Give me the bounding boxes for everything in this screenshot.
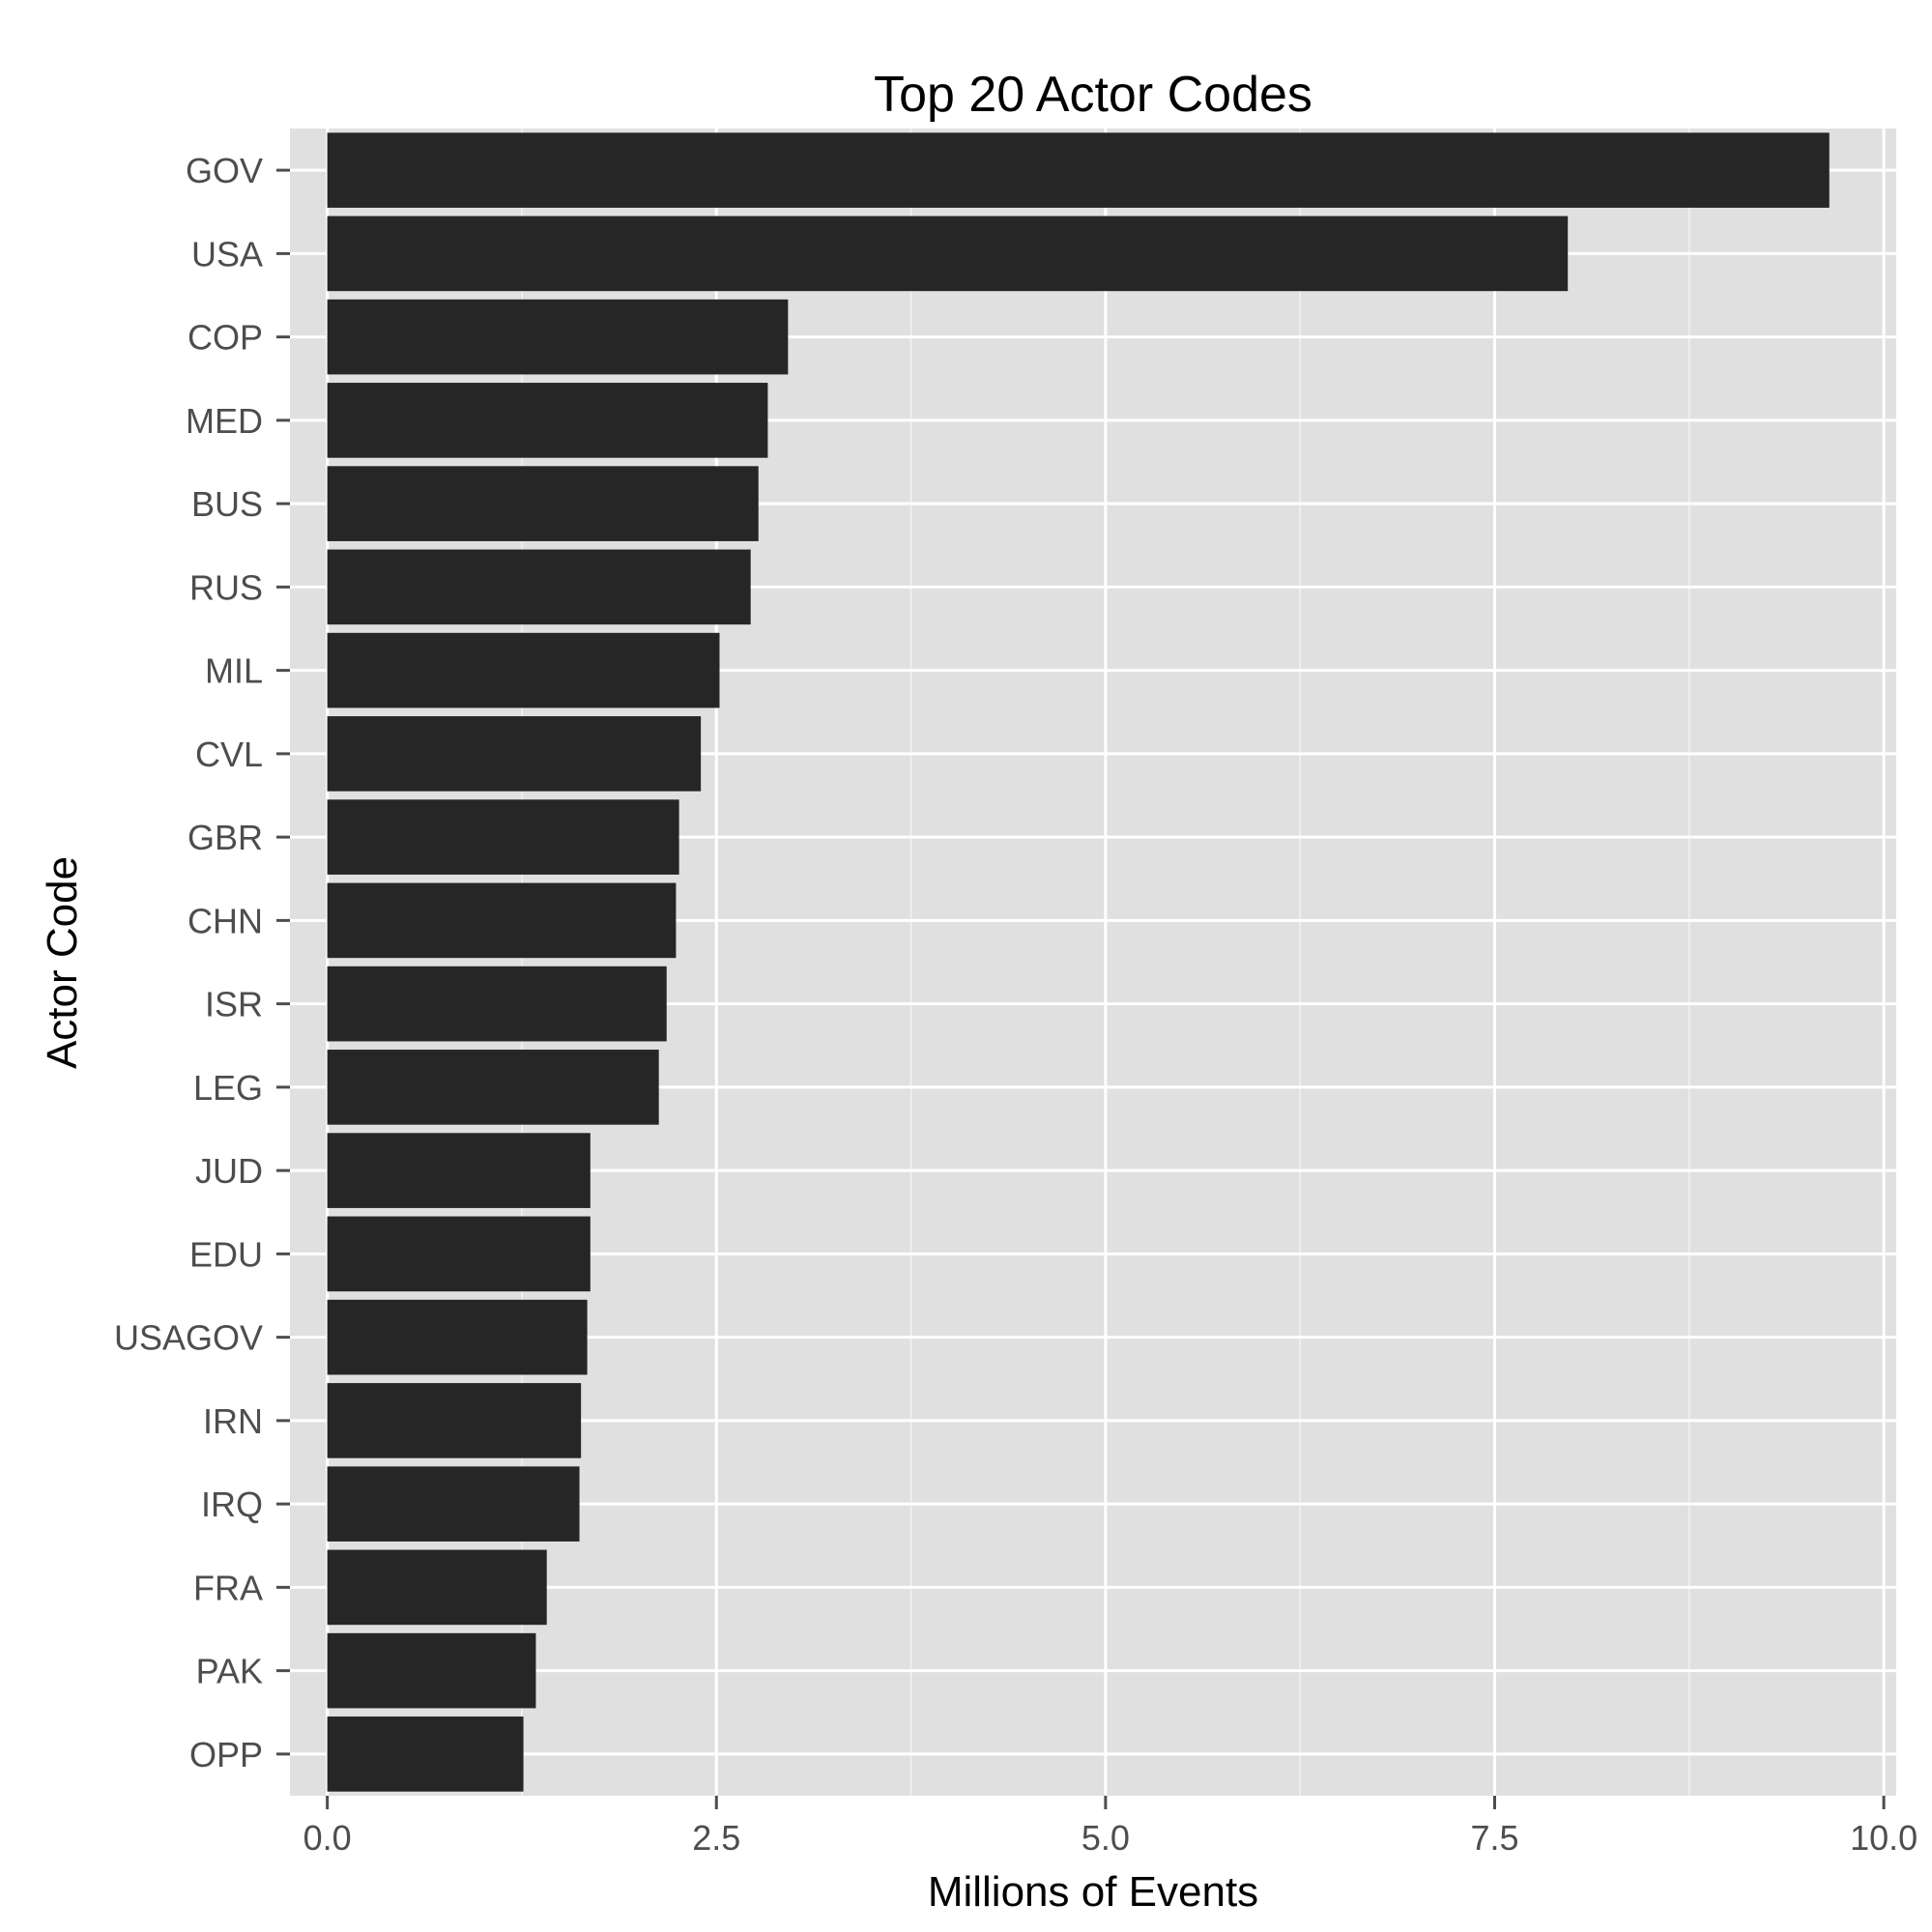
y-tick-label: IRQ xyxy=(201,1485,263,1524)
x-axis-ticks: 0.0 2.5 5.0 7.5 10.0 xyxy=(303,1796,1918,1858)
bar-cop xyxy=(327,299,789,375)
bar-chn xyxy=(327,882,677,959)
chart-title: Top 20 Actor Codes xyxy=(874,67,1312,123)
x-axis-title: Millions of Events xyxy=(928,1868,1258,1916)
y-tick-label: MED xyxy=(186,401,263,441)
y-tick-label: COP xyxy=(187,318,263,358)
y-tick-label: OPP xyxy=(189,1735,263,1774)
bar-irn xyxy=(327,1383,582,1458)
bars xyxy=(327,132,1830,1792)
bar-isr xyxy=(327,966,667,1042)
bar-fra xyxy=(327,1549,547,1626)
panel-background xyxy=(290,129,1896,1796)
bar-bus xyxy=(327,466,759,541)
bar-usagov xyxy=(327,1299,588,1375)
y-tick-label: PAK xyxy=(196,1652,263,1691)
bar-opp xyxy=(327,1716,524,1792)
y-tick-label: RUS xyxy=(189,567,263,607)
bar-irq xyxy=(327,1466,580,1542)
bar-gov xyxy=(327,132,1830,208)
x-tick-label: 5.0 xyxy=(1081,1818,1130,1858)
y-tick-label: ISR xyxy=(205,985,263,1024)
y-tick-label: JUD xyxy=(195,1151,263,1191)
bar-gbr xyxy=(327,799,679,875)
x-tick-label: 2.5 xyxy=(692,1818,740,1858)
x-tick-label: 0.0 xyxy=(303,1818,352,1858)
y-tick-label: LEG xyxy=(193,1068,263,1108)
y-tick-label: FRA xyxy=(193,1568,263,1607)
bar-cvl xyxy=(327,716,702,792)
bar-pak xyxy=(327,1632,536,1709)
bar-med xyxy=(327,383,768,458)
bar-mil xyxy=(327,632,720,708)
y-tick-label: GOV xyxy=(186,151,263,190)
bar-edu xyxy=(327,1216,591,1292)
x-tick-label: 10.0 xyxy=(1850,1818,1918,1858)
bar-usa xyxy=(327,216,1569,292)
y-tick-label: EDU xyxy=(189,1234,263,1274)
y-axis-title: Actor Code xyxy=(39,856,86,1069)
y-tick-label: GBR xyxy=(187,818,263,857)
x-tick-label: 7.5 xyxy=(1470,1818,1518,1858)
y-tick-label: USAGOV xyxy=(114,1318,263,1358)
y-tick-label: USA xyxy=(191,234,263,274)
bar-jud xyxy=(327,1133,591,1208)
bar-leg xyxy=(327,1050,659,1125)
bar-rus xyxy=(327,549,751,625)
y-axis-ticks: GOV USA COP MED BUS RUS MIL CVL GBR CHN ISR LEG JUD E… xyxy=(114,151,290,1774)
y-tick-label: CVL xyxy=(195,735,263,774)
y-tick-label: IRN xyxy=(203,1401,263,1441)
y-tick-label: CHN xyxy=(187,901,263,940)
y-tick-label: MIL xyxy=(205,651,263,691)
y-tick-label: BUS xyxy=(191,484,263,524)
